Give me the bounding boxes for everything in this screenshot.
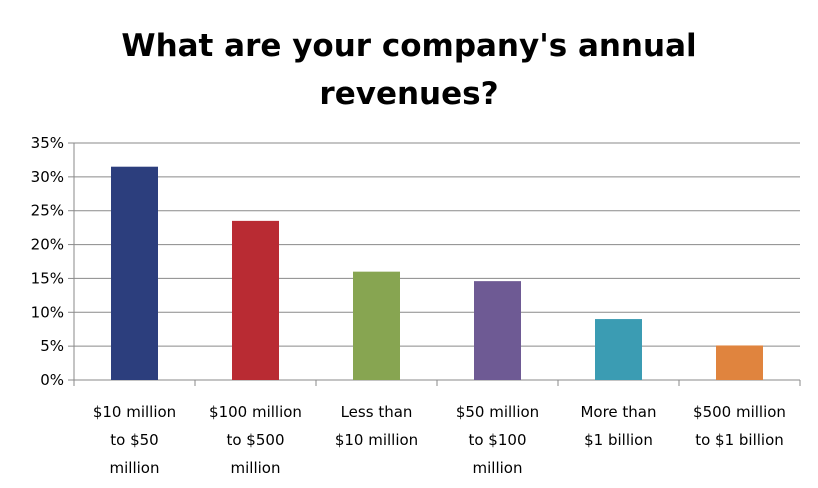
x-tick-label-line: to $500 — [226, 431, 284, 449]
y-tick-label: 5% — [40, 337, 64, 355]
x-tick-label: $100 million to $500 million — [209, 403, 302, 477]
y-tick-label: 0% — [40, 371, 64, 389]
bar — [595, 319, 642, 380]
chart-title: What are your company's annual revenues? — [0, 22, 818, 118]
bar — [474, 281, 521, 380]
chart-title-line-2: revenues? — [319, 76, 499, 112]
bar — [111, 166, 158, 380]
x-tick-label: Less than $10 million — [335, 403, 418, 449]
x-tick-label-line: million — [231, 459, 281, 477]
x-tick-label-line: $1 billion — [584, 431, 653, 449]
x-tick-label: $10 million to $50 million — [93, 403, 176, 477]
x-tick-label-line: million — [110, 459, 160, 477]
x-tick-label-line: to $100 — [468, 431, 526, 449]
x-tick-label-line: $50 million — [456, 403, 539, 421]
x-tick-label-line: to $50 — [110, 431, 158, 449]
x-tick-label-line: to $1 billion — [695, 431, 784, 449]
y-tick-label: 35% — [31, 134, 64, 152]
y-tick-label: 30% — [31, 168, 64, 186]
chart-title-line-1: What are your company's annual — [121, 28, 697, 64]
x-tick-label-line: $10 million — [93, 403, 176, 421]
x-tick-label: $500 million to $1 billion — [693, 403, 786, 449]
y-tick-label: 15% — [31, 269, 64, 287]
x-tick-label-line: Less than — [341, 403, 413, 421]
y-tick-label: 25% — [31, 202, 64, 220]
x-tick-label-line: million — [473, 459, 523, 477]
y-tick-label: 10% — [31, 303, 64, 321]
bar — [232, 220, 279, 380]
bar — [716, 345, 763, 380]
x-tick-label: $50 million to $100 million — [456, 403, 539, 477]
x-tick-label-line: $500 million — [693, 403, 786, 421]
x-tick-label-line: $10 million — [335, 431, 418, 449]
y-tick-label: 20% — [31, 236, 64, 254]
x-tick-label-line: $100 million — [209, 403, 302, 421]
bar — [353, 271, 400, 380]
x-tick-label: More than $1 billion — [580, 403, 656, 449]
x-tick-label-line: More than — [580, 403, 656, 421]
